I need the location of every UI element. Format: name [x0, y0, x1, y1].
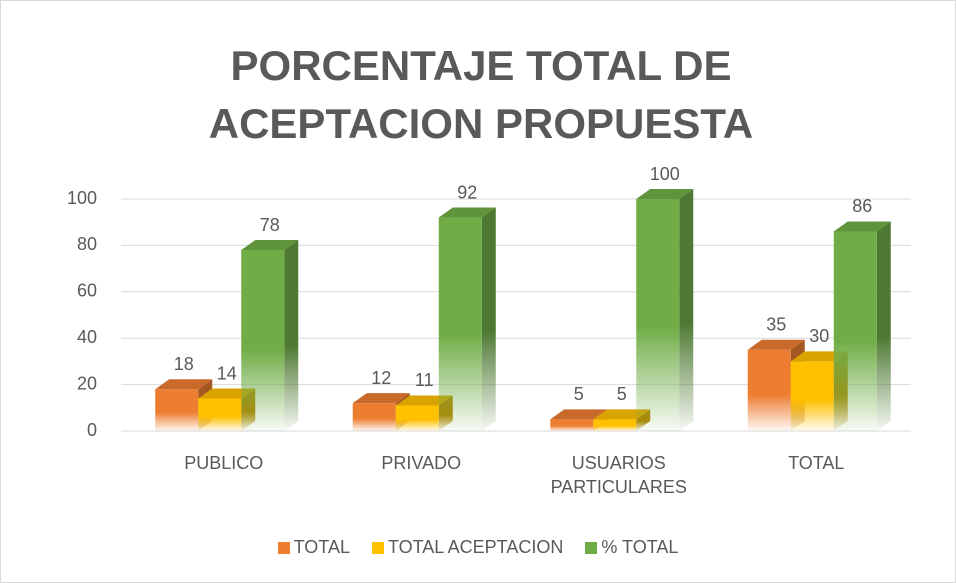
y-tick-label: 0 [87, 420, 97, 440]
bar [833, 221, 891, 431]
legend-swatch [277, 541, 290, 554]
bar-side [679, 189, 694, 431]
legend-label: % TOTAL [601, 537, 679, 557]
data-label: 14 [217, 363, 237, 383]
bar [352, 393, 410, 431]
bar-front [241, 250, 285, 431]
data-label: 92 [457, 182, 477, 202]
x-tick-label: PRIVADO [381, 453, 462, 473]
data-label: 5 [617, 384, 627, 404]
data-label: 30 [809, 326, 829, 346]
chart-title: PORCENTAJE TOTAL DE ACEPTACION PROPUESTA [208, 42, 754, 147]
bar-top [241, 240, 299, 251]
legend-label: TOTAL ACEPTACION [387, 537, 564, 557]
bar-front [593, 419, 637, 431]
legend-item: % TOTAL [585, 537, 678, 558]
bar-top [198, 388, 256, 399]
bar-side [876, 221, 891, 431]
bar-front [636, 199, 680, 431]
y-tick-label: 40 [77, 327, 97, 347]
legend-label: TOTAL [293, 537, 350, 557]
bar-top [550, 409, 608, 420]
y-tick-label: 100 [67, 188, 97, 208]
data-label: 5 [574, 384, 584, 404]
data-label: 12 [371, 368, 391, 388]
legend-item: TOTAL [277, 537, 350, 558]
data-label: 86 [852, 196, 872, 216]
bar-front [155, 389, 199, 431]
bar-top [593, 409, 651, 420]
legend-item: TOTAL ACEPTACION [371, 537, 564, 558]
bar-top [636, 189, 694, 199]
bar [636, 189, 694, 431]
bar-front [198, 398, 242, 431]
bar-top [155, 379, 213, 390]
y-tick-label: 80 [77, 234, 97, 254]
legend-swatch [585, 541, 598, 554]
bar-front [395, 405, 439, 431]
bar-front [550, 419, 594, 431]
bar-top [790, 351, 848, 362]
bar [438, 207, 496, 431]
bar-front [747, 349, 791, 431]
bar [241, 240, 299, 431]
bar-top [438, 207, 496, 218]
bar-top [833, 221, 891, 232]
bar-side [481, 207, 496, 431]
bar-top [747, 339, 805, 350]
bar-top [395, 395, 453, 406]
x-tick-label: USUARIOS PARTICULARES [550, 453, 687, 497]
data-label: 35 [766, 315, 786, 335]
legend: TOTAL TOTAL ACEPTACION % TOTAL [1, 537, 955, 558]
y-tick-label: 60 [77, 281, 97, 301]
bar-front [352, 403, 396, 431]
x-tick-label: TOTAL [788, 453, 845, 473]
bar-front [790, 361, 834, 431]
data-label: 100 [650, 164, 680, 184]
data-label: 18 [174, 354, 194, 374]
data-label: 11 [415, 370, 434, 390]
bar-side [284, 240, 299, 431]
legend-swatch [371, 541, 384, 554]
bar-front [833, 231, 877, 431]
data-label: 78 [260, 215, 280, 235]
bar-top [352, 393, 410, 404]
bar-front [438, 217, 482, 431]
x-tick-label: PUBLICO [184, 453, 264, 473]
y-tick-label: 20 [77, 373, 97, 393]
